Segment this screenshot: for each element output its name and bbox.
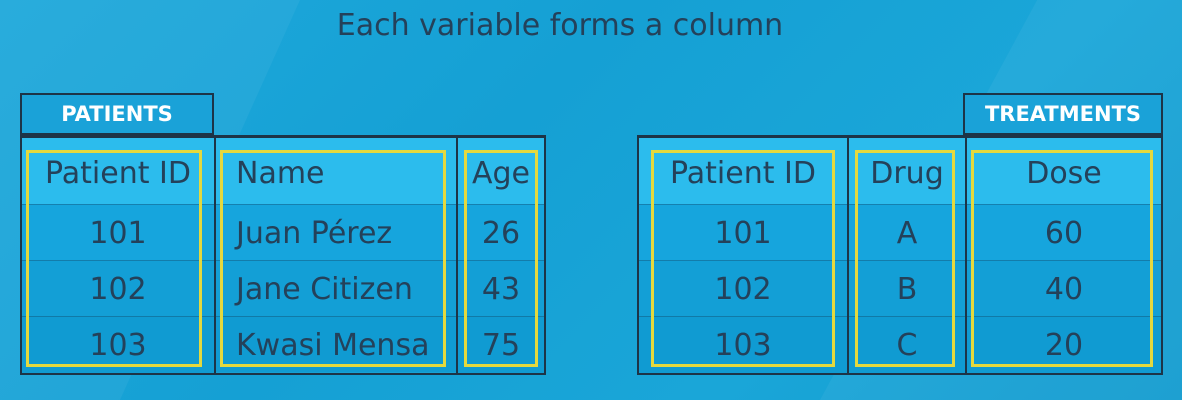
table-cell: A	[849, 204, 965, 261]
treatments-column-dose: Dose 60 40 20	[965, 138, 1161, 373]
table-cell: 75	[458, 316, 544, 373]
table-cell: 26	[458, 204, 544, 261]
column-header: Patient ID	[639, 138, 847, 204]
table-cell: 20	[967, 316, 1161, 373]
patients-column-age: Age 26 43 75	[456, 138, 544, 373]
table-cell: Kwasi Mensa	[216, 316, 456, 372]
column-header: Name	[216, 138, 456, 204]
table-cell: 103	[639, 316, 847, 373]
patients-table: Patient ID 101 102 103 Name Juan Pérez J…	[20, 135, 546, 375]
patients-column-name: Name Juan Pérez Jane Citizen Kwasi Mensa	[214, 138, 456, 373]
treatments-column-drug: Drug A B C	[847, 138, 965, 373]
column-header: Drug	[849, 138, 965, 204]
column-header: Dose	[967, 138, 1161, 204]
treatments-table-label: TREATMENTS	[963, 93, 1163, 135]
diagram-title: Each variable forms a column	[336, 8, 784, 43]
table-cell: 102	[639, 260, 847, 317]
table-cell: 40	[967, 260, 1161, 317]
table-cell: 102	[22, 260, 214, 317]
table-cell: Jane Citizen	[216, 260, 456, 316]
table-cell: 101	[22, 204, 214, 261]
table-cell: B	[849, 260, 965, 317]
table-cell: Juan Pérez	[216, 204, 456, 260]
patients-column-patient-id: Patient ID 101 102 103	[22, 138, 214, 373]
table-cell: C	[849, 316, 965, 373]
table-cell: 103	[22, 316, 214, 373]
column-header: Age	[458, 138, 544, 204]
treatments-column-patient-id: Patient ID 101 102 103	[639, 138, 847, 373]
column-header: Patient ID	[22, 138, 214, 204]
table-cell: 43	[458, 260, 544, 317]
patients-table-label: PATIENTS	[20, 93, 214, 135]
table-cell: 101	[639, 204, 847, 261]
treatments-table: Patient ID 101 102 103 Drug A B C Dose 6…	[637, 135, 1163, 375]
table-cell: 60	[967, 204, 1161, 261]
